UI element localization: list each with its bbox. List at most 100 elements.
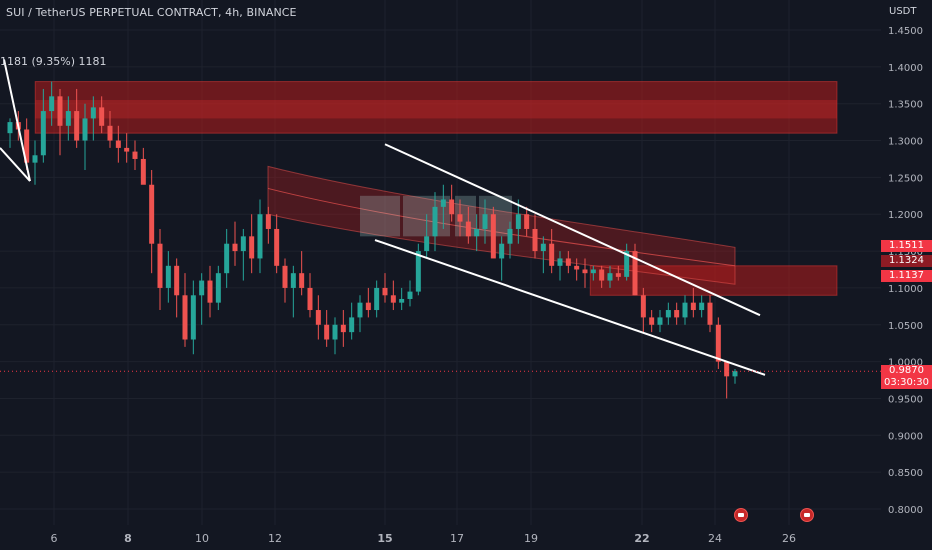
candle-body: [382, 287, 388, 296]
candle-body: [374, 287, 380, 311]
candle-body: [149, 184, 155, 244]
candle-body: [132, 151, 138, 159]
candle-body: [624, 251, 630, 277]
candle-body: [590, 269, 596, 274]
candle-body: [399, 298, 405, 303]
candle-body: [224, 243, 230, 274]
y-tick-label: 1.3500: [888, 100, 923, 111]
candle-body: [290, 273, 296, 288]
candle-body: [315, 310, 321, 325]
upper-trendline: [384, 143, 761, 317]
highlight-box: [360, 195, 400, 237]
candle-body: [32, 155, 38, 163]
candles: [7, 81, 738, 399]
y-tick-label: 1.1500: [888, 247, 923, 258]
x-tick-label: 15: [377, 532, 392, 545]
price-label-3: 1.1137: [881, 270, 932, 282]
candle-body: [574, 265, 580, 270]
x-tick-label: 22: [634, 532, 649, 545]
event-flag-icon[interactable]: [734, 508, 748, 522]
y-tick-label: 1.2000: [888, 210, 923, 221]
candle-body: [232, 243, 238, 252]
candle-body: [732, 371, 738, 377]
left-trendline-2: [0, 147, 31, 182]
candle-body: [299, 273, 305, 288]
candle-body: [674, 310, 680, 318]
candle-body: [249, 236, 255, 259]
current-price-tag: 0.9870 03:30:30: [881, 365, 932, 389]
y-tick-label: 1.2500: [888, 173, 923, 184]
candle-body: [699, 302, 705, 311]
candle-body: [640, 295, 646, 318]
y-tick-label: 1.0500: [888, 321, 923, 332]
candle-body: [157, 243, 163, 288]
current-price: 0.9870: [889, 365, 924, 376]
candle-body: [257, 214, 263, 259]
candle-body: [540, 243, 546, 252]
candle-body: [499, 243, 505, 259]
candle-body: [165, 265, 171, 288]
candle-body: [124, 147, 130, 152]
candle-body: [7, 122, 13, 134]
candle-body: [282, 265, 288, 288]
candle-body: [724, 361, 730, 377]
candle-body: [565, 258, 571, 266]
candle-body: [357, 302, 363, 318]
candle-body: [599, 269, 605, 281]
candle-body: [607, 273, 613, 281]
x-tick-label: 24: [708, 532, 722, 545]
candle-body: [407, 291, 413, 299]
y-tick-label: 0.8500: [888, 468, 923, 479]
x-tick-label: 6: [51, 532, 58, 545]
candle-body: [107, 125, 113, 141]
candle-body: [99, 107, 105, 126]
candle-body: [715, 324, 721, 362]
candle-body: [365, 302, 371, 311]
y-tick-label: 0.8000: [888, 505, 923, 516]
candle-body: [274, 228, 280, 266]
countdown: 03:30:30: [884, 377, 929, 388]
candle-body: [199, 280, 205, 296]
candle-body: [57, 96, 63, 126]
candle-body: [557, 258, 563, 266]
candle-body: [74, 111, 80, 141]
candle-body: [174, 265, 180, 296]
channel-mid: [267, 187, 736, 267]
candle-body: [415, 251, 421, 292]
x-tick-label: 19: [524, 532, 538, 545]
candle-body: [182, 295, 188, 340]
y-tick-label: 1.3000: [888, 137, 923, 148]
candle-body: [524, 214, 530, 229]
y-tick-label: 1.0000: [888, 358, 923, 369]
candle-body: [490, 214, 496, 259]
candle-body: [190, 295, 196, 340]
y-tick-label: 1.4500: [888, 26, 923, 37]
currency-label: USDT: [889, 6, 917, 17]
candle-body: [665, 310, 671, 318]
x-tick-label: 12: [268, 532, 282, 545]
channel-band: [267, 165, 736, 285]
candle-body: [90, 107, 96, 119]
y-axis: 1.4500 1.4000 1.3500 1.3000 1.2500 1.2000 1.15…: [888, 26, 923, 516]
left-trendline: [3, 59, 31, 182]
candle-body: [432, 206, 438, 237]
candle-body: [24, 129, 30, 163]
candle-body: [449, 199, 455, 215]
candle-body: [207, 280, 213, 303]
upper-zone: [34, 81, 838, 134]
candle-body: [140, 158, 146, 185]
candle-body: [532, 228, 538, 252]
event-flag-icon[interactable]: [800, 508, 814, 522]
candle-body: [440, 199, 446, 207]
x-tick-label: 26: [782, 532, 796, 545]
candle-body: [690, 302, 696, 311]
candle-body: [40, 111, 46, 156]
candle-body: [390, 295, 396, 303]
lower-trendline: [374, 239, 766, 376]
candle-body: [82, 118, 88, 141]
candle-body: [682, 302, 688, 318]
candle-body: [349, 317, 355, 333]
candle-body: [465, 221, 471, 237]
candle-body: [340, 324, 346, 333]
